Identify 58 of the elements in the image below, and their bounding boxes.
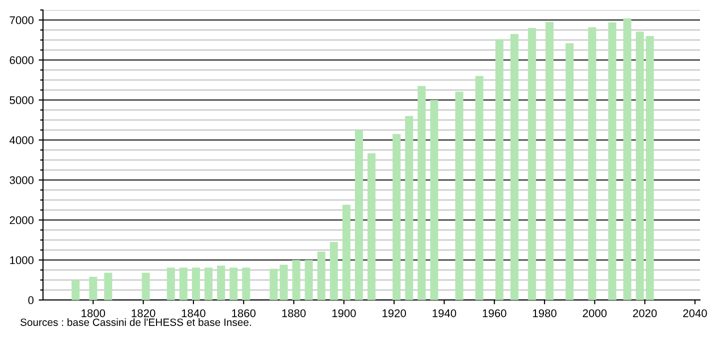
bar [636,32,644,300]
bar [270,268,278,300]
bar [623,18,632,300]
x-tick-label: 1800 [82,309,106,318]
bar [280,264,288,300]
y-tick-label: 4000 [10,136,34,144]
y-tick-label: 3000 [10,176,34,184]
x-tick-label: 1920 [382,309,406,318]
bar [292,260,300,300]
bar [354,130,363,300]
bar [142,272,150,300]
x-tick-label: 1940 [432,309,456,318]
bar [588,27,596,300]
bar [166,268,175,300]
bar [546,22,554,300]
bar [104,272,112,300]
y-tick-label: 2000 [10,216,34,224]
x-tick-label: 1980 [533,309,556,318]
bar [304,260,313,300]
x-tick-label: 2020 [633,309,657,318]
bar [455,92,464,300]
x-tick-label: 2000 [582,309,607,318]
x-tick-label: 1820 [132,309,156,318]
bar [330,242,338,300]
bar [608,22,616,300]
y-tick-label: 7000 [10,16,34,24]
bar [566,43,574,300]
bar [510,34,518,300]
source-note: Sources : base Cassini de l'EHESS et base Insee. [20,318,251,326]
bar [342,204,350,300]
x-tick-label: 1860 [232,309,256,318]
bar [392,134,401,300]
bar [204,268,213,300]
bar [475,76,484,300]
bar [179,268,188,300]
bar [367,153,376,300]
bar [89,276,98,300]
bar [418,86,426,300]
x-tick-label: 1900 [332,309,356,318]
bar [192,268,200,300]
x-tick-label: 1880 [282,309,306,318]
bar [72,280,80,300]
x-tick-label: 1960 [482,309,506,318]
bar [528,28,536,300]
bar [317,252,326,300]
bar [405,116,414,300]
x-tick-label: 1840 [182,309,206,318]
bar [217,266,226,300]
bar [430,100,438,300]
bar [242,268,250,300]
bar [230,268,238,300]
y-tick-label: 5000 [10,96,34,104]
bar [495,39,504,300]
x-tick-label: 2040 [683,309,707,318]
y-tick-label: 1000 [10,256,34,264]
y-tick-label: 0 [28,296,34,304]
bar [646,36,654,300]
y-tick-label: 6000 [10,56,34,64]
